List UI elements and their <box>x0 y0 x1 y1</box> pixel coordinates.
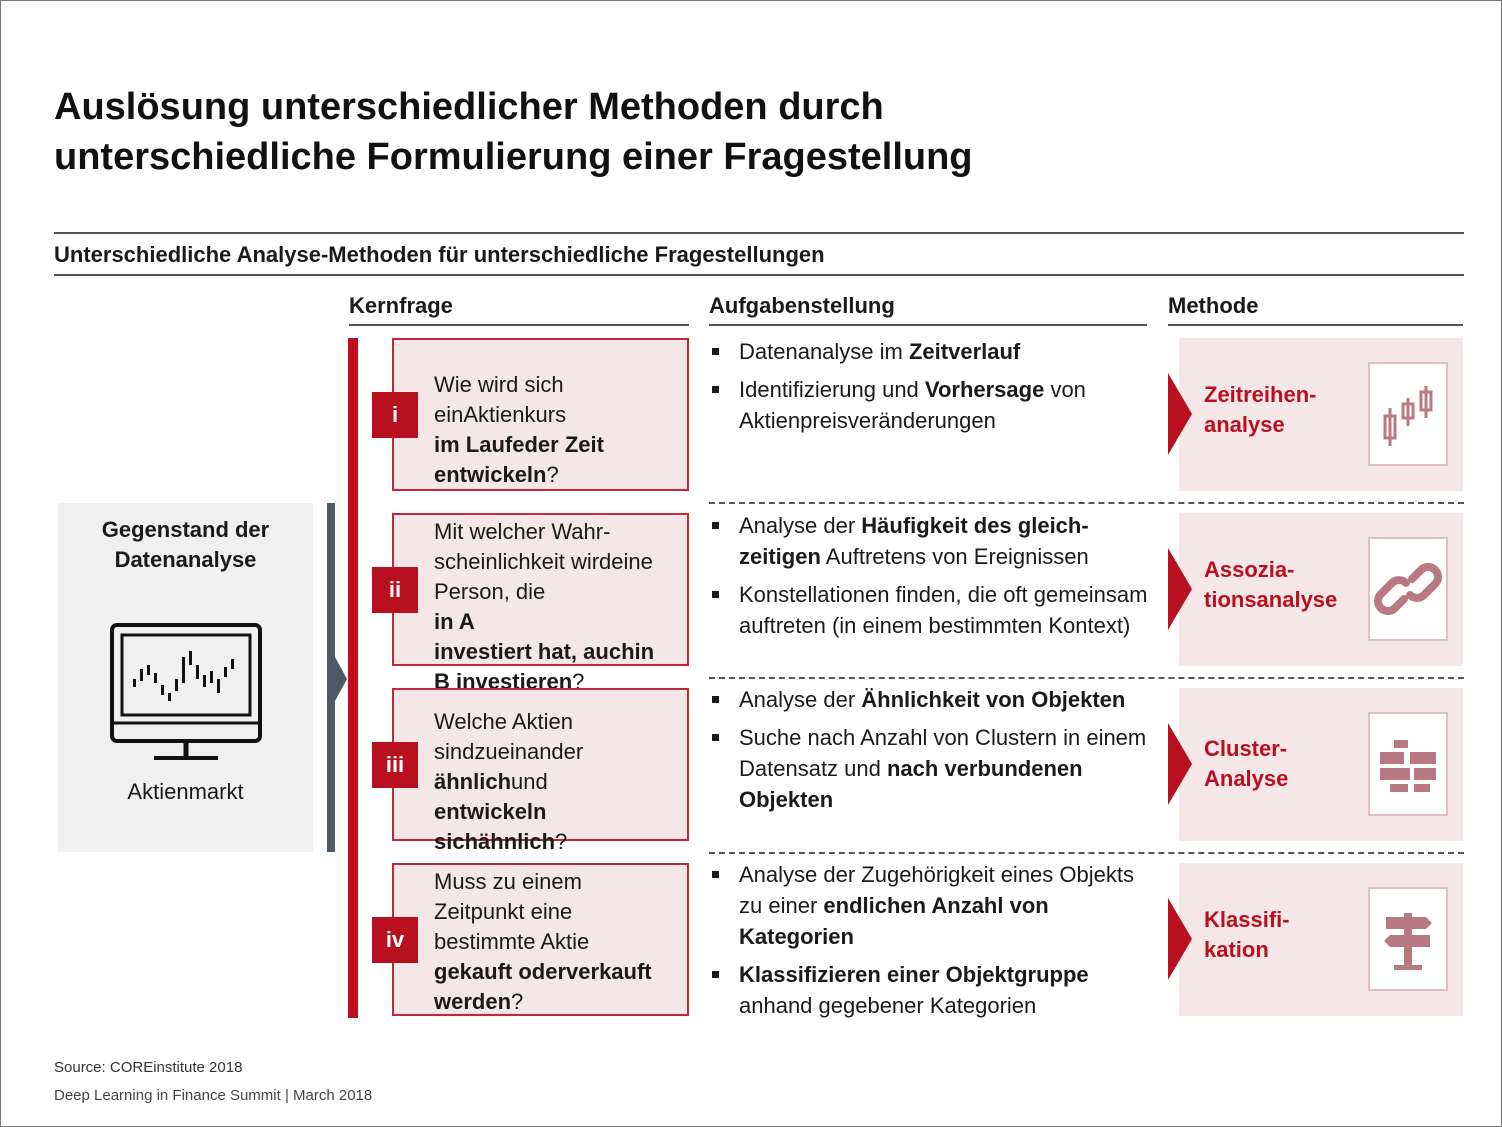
column-header-methode: Methode <box>1168 290 1463 326</box>
signpost-icon <box>1384 913 1432 970</box>
row-divider <box>709 852 1464 854</box>
subject-box: Gegenstand der Datenanalyse Aktienmarkt <box>58 503 313 852</box>
method-box: Zeitreihen-analyse <box>1179 338 1463 491</box>
red-bracket-bar <box>348 338 358 1018</box>
row-number-badge: iii <box>372 742 418 788</box>
question-box: Muss zu einem Zeitpunkt eine bestimmte Akt… <box>392 863 689 1016</box>
grey-bracket-bar <box>327 503 335 852</box>
task-list: Analyse der Zugehörigkeit eines Objekts … <box>710 859 1150 1028</box>
method-label: Klassifi-kation <box>1204 907 1290 962</box>
footer-source: Source: COREinstitute 2018 <box>54 1059 243 1076</box>
question-text: Welche Aktien sindzueinander ähnlichund … <box>434 709 584 854</box>
question-box: Wie wird sich einAktienkurs im Laufeder … <box>392 338 689 491</box>
bullet-icon <box>712 522 719 529</box>
chevron-right-icon <box>1168 898 1192 980</box>
task-item: Suche nach Anzahl von Clustern in einem … <box>710 722 1150 815</box>
method-icon-box <box>1368 712 1448 816</box>
row-divider <box>709 502 1464 504</box>
bullet-icon <box>712 386 719 393</box>
method-box: Cluster- Analyse <box>1179 688 1463 841</box>
subject-title: Gegenstand der Datenanalyse <box>58 515 313 575</box>
chain-link-icon <box>1374 563 1442 615</box>
method-icon-box <box>1368 362 1448 466</box>
method-icon-box <box>1368 887 1448 991</box>
candlestick-icon <box>1383 386 1433 446</box>
method-label: Assozia-tionsanalyse <box>1204 557 1338 612</box>
task-list: Analyse der Häufigkeit des gleich-zeitig… <box>710 510 1150 648</box>
method-icon-box <box>1368 537 1448 641</box>
row-number-badge: iv <box>372 917 418 963</box>
section-subtitle: Unterschiedliche Analyse-Methoden für un… <box>54 232 1464 276</box>
chevron-right-icon <box>1168 373 1192 455</box>
subject-label: Aktienmarkt <box>127 779 244 804</box>
task-item: Analyse der Ähnlichkeit von Objekten <box>710 684 1150 715</box>
task-list: Analyse der Ähnlichkeit von Objekten Such… <box>710 684 1150 822</box>
task-item: Analyse der Häufigkeit des gleich-zeitig… <box>710 510 1150 572</box>
bullet-icon <box>712 591 719 598</box>
subject-title-line-2: Datenanalyse <box>114 547 257 572</box>
row-number-badge: i <box>372 392 418 438</box>
page-title: Auslösung unterschiedlicher Methoden dur… <box>54 82 1354 182</box>
task-item: Analyse der Zugehörigkeit eines Objekts … <box>710 859 1150 952</box>
task-item: Klassifizieren einer Objektgruppe anhand… <box>710 959 1150 1021</box>
row-divider <box>709 677 1464 679</box>
subject-title-line-1: Gegenstand der <box>101 517 270 542</box>
footer-event: Deep Learning in Finance Summit | March … <box>54 1087 373 1104</box>
cluster-blocks-icon <box>1380 740 1436 792</box>
bullet-icon <box>712 871 719 878</box>
task-item: Datenanalyse im Zeitverlauf <box>710 336 1150 367</box>
method-box: Klassifi-kation <box>1179 863 1463 1016</box>
row-number-badge: ii <box>372 567 418 613</box>
monitor-stock-chart-icon <box>110 623 262 760</box>
task-item: Identifizierung und Vorhersage von Aktie… <box>710 374 1150 436</box>
question-text: Wie wird sich einAktienkurs im Laufeder … <box>434 372 604 487</box>
bullet-icon <box>712 971 719 978</box>
task-list: Datenanalyse im Zeitverlauf Identifizieru… <box>710 336 1150 443</box>
bullet-icon <box>712 348 719 355</box>
method-label: Cluster- Analyse <box>1204 736 1289 791</box>
question-box: Welche Aktien sindzueinander ähnlichund … <box>392 688 689 854</box>
chevron-right-icon <box>1168 723 1192 805</box>
method-label: Zeitreihen-analyse <box>1204 382 1317 437</box>
column-header-kernfrage: Kernfrage <box>349 290 689 326</box>
task-item: Konstellationen finden, die oft gemeinsa… <box>710 579 1150 641</box>
question-text: Mit welcher Wahr-scheinlichkeit wirdeine… <box>434 519 655 694</box>
question-box: Mit welcher Wahr-scheinlichkeit wirdeine… <box>392 513 689 694</box>
question-text: Muss zu einem Zeitpunkt eine bestimmte Akt… <box>434 869 652 1014</box>
method-box: Assozia-tionsanalyse <box>1179 513 1463 666</box>
bullet-icon <box>712 696 719 703</box>
bullet-icon <box>712 734 719 741</box>
column-header-aufgabe: Aufgabenstellung <box>709 290 1147 326</box>
arrow-right-icon <box>335 657 347 701</box>
title-line-1: Auslösung unterschiedlicher Methoden dur… <box>54 86 884 128</box>
title-line-2: unterschiedliche Formulierung einer Frag… <box>54 136 973 178</box>
chevron-right-icon <box>1168 548 1192 630</box>
